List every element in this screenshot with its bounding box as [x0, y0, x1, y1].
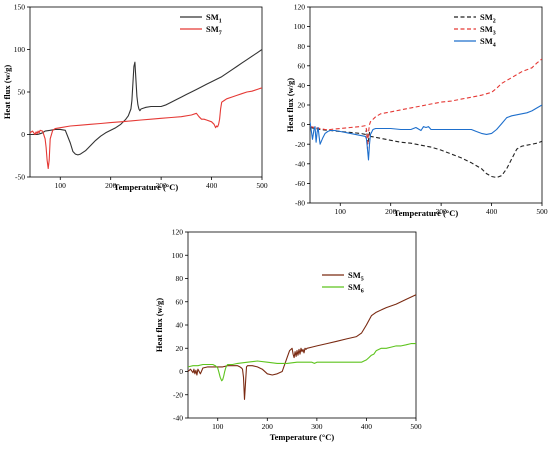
x-tick-label: 200 [262, 422, 274, 431]
x-tick-label: 100 [335, 207, 347, 216]
series-line-sm2 [310, 126, 542, 179]
y-tick-label: 80 [298, 42, 306, 51]
legend-label: SM6 [348, 282, 364, 295]
series-group [188, 294, 416, 400]
y-axis-label: Heat flux (w/g) [285, 78, 295, 132]
x-tick-label: 100 [55, 181, 67, 190]
y-axis-label: Heat flux (w/g) [154, 298, 164, 352]
x-axis-label: Temperature (°C) [114, 182, 179, 192]
y-tick-label: -40 [295, 159, 305, 168]
series-line-sm3 [310, 58, 542, 150]
y-tick-label: -20 [173, 390, 183, 399]
series-line-sm4 [310, 104, 542, 161]
y-tick-label: -40 [173, 414, 183, 423]
series-line-sm1 [30, 49, 262, 156]
series-line-sm7 [30, 87, 262, 170]
y-tick-label: 40 [298, 81, 306, 90]
y-tick-label: 100 [172, 251, 184, 260]
plot-frame [29, 6, 263, 178]
legend-label: SM3 [480, 24, 496, 37]
series-group [310, 58, 542, 179]
y-tick-label: 150 [14, 3, 26, 12]
plot-frame [187, 231, 417, 419]
x-tick-label: 400 [206, 181, 218, 190]
series-line-sm6 [188, 343, 416, 382]
y-tick-label: 60 [176, 297, 184, 306]
y-tick-label: 40 [176, 321, 184, 330]
x-axis-label: Temperature (°C) [270, 432, 335, 442]
legend-label: SM7 [206, 24, 222, 37]
y-tick-label: 0 [21, 130, 25, 139]
x-tick-label: 100 [212, 422, 224, 431]
y-tick-label: -80 [295, 199, 305, 208]
x-tick-label: 300 [436, 207, 448, 216]
y-tick-label: 120 [294, 3, 306, 12]
x-tick-label: 300 [311, 422, 323, 431]
y-tick-label: 60 [298, 61, 306, 70]
x-tick-label: 200 [105, 181, 117, 190]
y-axis-label: Heat flux (w/g) [2, 65, 12, 119]
tick-group: 100 200 300 400 500 -40 -20 0 20 40 60 80 100 120 [172, 228, 422, 431]
y-tick-label: 0 [179, 367, 183, 376]
y-tick-label: 100 [294, 22, 306, 31]
x-tick-label: 200 [385, 207, 397, 216]
y-tick-label: 20 [298, 101, 306, 110]
legend-label: SM2 [480, 12, 496, 25]
y-tick-label: -20 [295, 140, 305, 149]
y-tick-label: 120 [172, 228, 184, 237]
y-tick-label: 20 [176, 344, 184, 353]
x-tick-label: 500 [536, 207, 548, 216]
y-tick-label: 50 [18, 88, 26, 97]
x-axis-label: Temperature (°C) [394, 208, 459, 218]
x-tick-label: 500 [410, 422, 422, 431]
y-tick-label: 0 [301, 120, 305, 129]
legend-label: SM4 [480, 36, 496, 49]
chart-panel-bottom: 100 200 300 400 500 -40 -20 0 20 40 60 80 100 120 SM5… [154, 228, 422, 442]
x-tick-label: 300 [156, 181, 168, 190]
legend-label: SM1 [206, 12, 222, 25]
series-line-sm5 [188, 294, 416, 400]
x-tick-label: 400 [361, 422, 373, 431]
chart-panel-top-right: 100 200 300 400 500 -80 -60 -40 -20 0 20 40 60 80 100 1… [285, 3, 548, 218]
x-tick-label: 400 [486, 207, 498, 216]
tick-group: 100 200 300 400 500 -50 0 50 100 150 [14, 3, 268, 190]
series-group [30, 49, 262, 170]
x-tick-label: 500 [256, 181, 268, 190]
y-tick-label: -60 [295, 179, 305, 188]
y-tick-label: -50 [15, 173, 25, 182]
legend-label: SM5 [348, 270, 364, 283]
tick-group: 100 200 300 400 500 -80 -60 -40 -20 0 20 40 60 80 100 1… [294, 3, 548, 216]
y-tick-label: 100 [14, 45, 26, 54]
y-tick-label: 80 [176, 274, 184, 283]
